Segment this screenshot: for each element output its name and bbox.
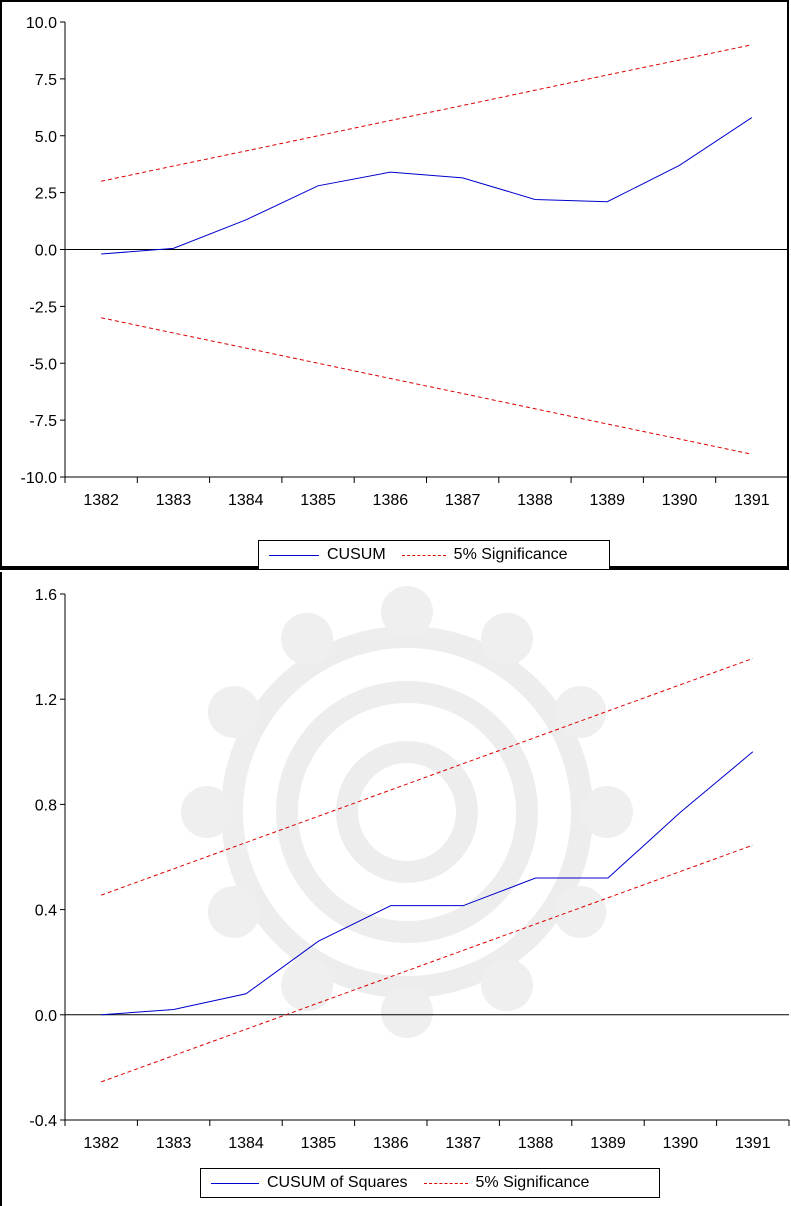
cusum-sq-x-tick-label: 1391 (735, 1135, 771, 1152)
cusum-x-tick-label: 1390 (662, 492, 698, 509)
cusum-x-tick-label: 1386 (373, 492, 409, 509)
cusum-sq-x-tick-label: 1390 (663, 1135, 699, 1152)
cusum-sq-x-tick-label: 1386 (373, 1135, 409, 1152)
cusum-sq-y-tick-label: 0.8 (35, 797, 57, 814)
cusum-y-tick-label: -7.5 (29, 413, 57, 430)
cusum-y-tick-label: 2.5 (35, 186, 57, 203)
cusum-x-tick-label: 1385 (300, 492, 336, 509)
cusum-legend: CUSUM 5% Significance (258, 540, 610, 570)
cusum-y-tick-label: 0.0 (35, 243, 57, 260)
cusum-x-tick-label: 1387 (445, 492, 481, 509)
cusum-x-tick-label: 1391 (734, 492, 770, 509)
cusum-chart: 10.0 7.5 5.0 2.5 0.0 -2.5 -5.0 -7.5 -10.0 1382 138… (21, 15, 789, 509)
cusum-legend-swatch (269, 554, 319, 556)
cusum-legend-label: CUSUM (327, 546, 386, 563)
cusum-squares-chart-panel: 1.6 1.2 0.8 0.4 0.0 -0.4 1382 1383 1384 1385 1386 1… (0, 572, 791, 1206)
cusum-sq-y-tick-label: 1.6 (35, 587, 57, 604)
cusum-sq-x-tick-label: 1384 (228, 1135, 264, 1152)
cusum-sq-x-tick-label: 1387 (445, 1135, 481, 1152)
cusum-x-tick-label: 1389 (589, 492, 625, 509)
significance-legend-swatch (401, 554, 446, 556)
cusum-sq-lower-significance-line (101, 844, 753, 1083)
cusum-sq-x-tick-label: 1382 (83, 1135, 119, 1152)
cusum-y-tick-label: -10.0 (21, 470, 58, 487)
cusum-sq-y-tick-label: 0.0 (35, 1008, 57, 1025)
cusum-squares-legend: CUSUM of Squares 5% Significance (200, 1168, 660, 1198)
cusum-sq-y-tick-label: -0.4 (29, 1113, 57, 1130)
cusum-squares-chart: 1.6 1.2 0.8 0.4 0.0 -0.4 1382 1383 1384 1385 1386 1… (29, 587, 790, 1152)
cusum-y-tick-label: -2.5 (29, 299, 57, 316)
cusum-y-tick-label: 7.5 (35, 72, 57, 89)
cusum-sq-x-tick-label: 1388 (518, 1135, 554, 1152)
cusum-x-tick-label: 1384 (228, 492, 264, 509)
cusum-sq-x-tick-label: 1385 (301, 1135, 337, 1152)
cusum-sq-x-tick-label: 1383 (156, 1135, 192, 1152)
cusum-upper-significance-line (101, 44, 752, 182)
cusum-x-tick-label: 1383 (156, 492, 192, 509)
significance-legend-label: 5% Significance (453, 546, 568, 563)
cusum-squares-legend-label: CUSUM of Squares (267, 1174, 408, 1191)
cusum-sq-main-line (101, 751, 754, 1016)
cusum-y-tick-label: -5.0 (29, 356, 57, 373)
cusum-main-line (101, 117, 753, 255)
cusum-y-tick-label: 10.0 (26, 15, 57, 32)
cusum-sq-x-tick-label: 1389 (590, 1135, 626, 1152)
cusum-squares-legend-swatch (211, 1182, 259, 1184)
cusum-chart-panel: 10.0 7.5 5.0 2.5 0.0 -2.5 -5.0 -7.5 -10.0 1382 138… (0, 0, 789, 570)
cusum-sq-y-tick-label: 1.2 (35, 692, 57, 709)
cusum-lower-significance-line (101, 317, 752, 455)
cusum-y-tick-label: 5.0 (35, 129, 57, 146)
significance-legend-label-2: 5% Significance (475, 1174, 590, 1191)
cusum-x-tick-label: 1382 (83, 492, 119, 509)
cusum-x-tick-label: 1388 (517, 492, 553, 509)
significance-legend-swatch-2 (423, 1182, 468, 1184)
cusum-sq-upper-significance-line (101, 657, 753, 896)
cusum-sq-y-tick-label: 0.4 (35, 903, 57, 920)
